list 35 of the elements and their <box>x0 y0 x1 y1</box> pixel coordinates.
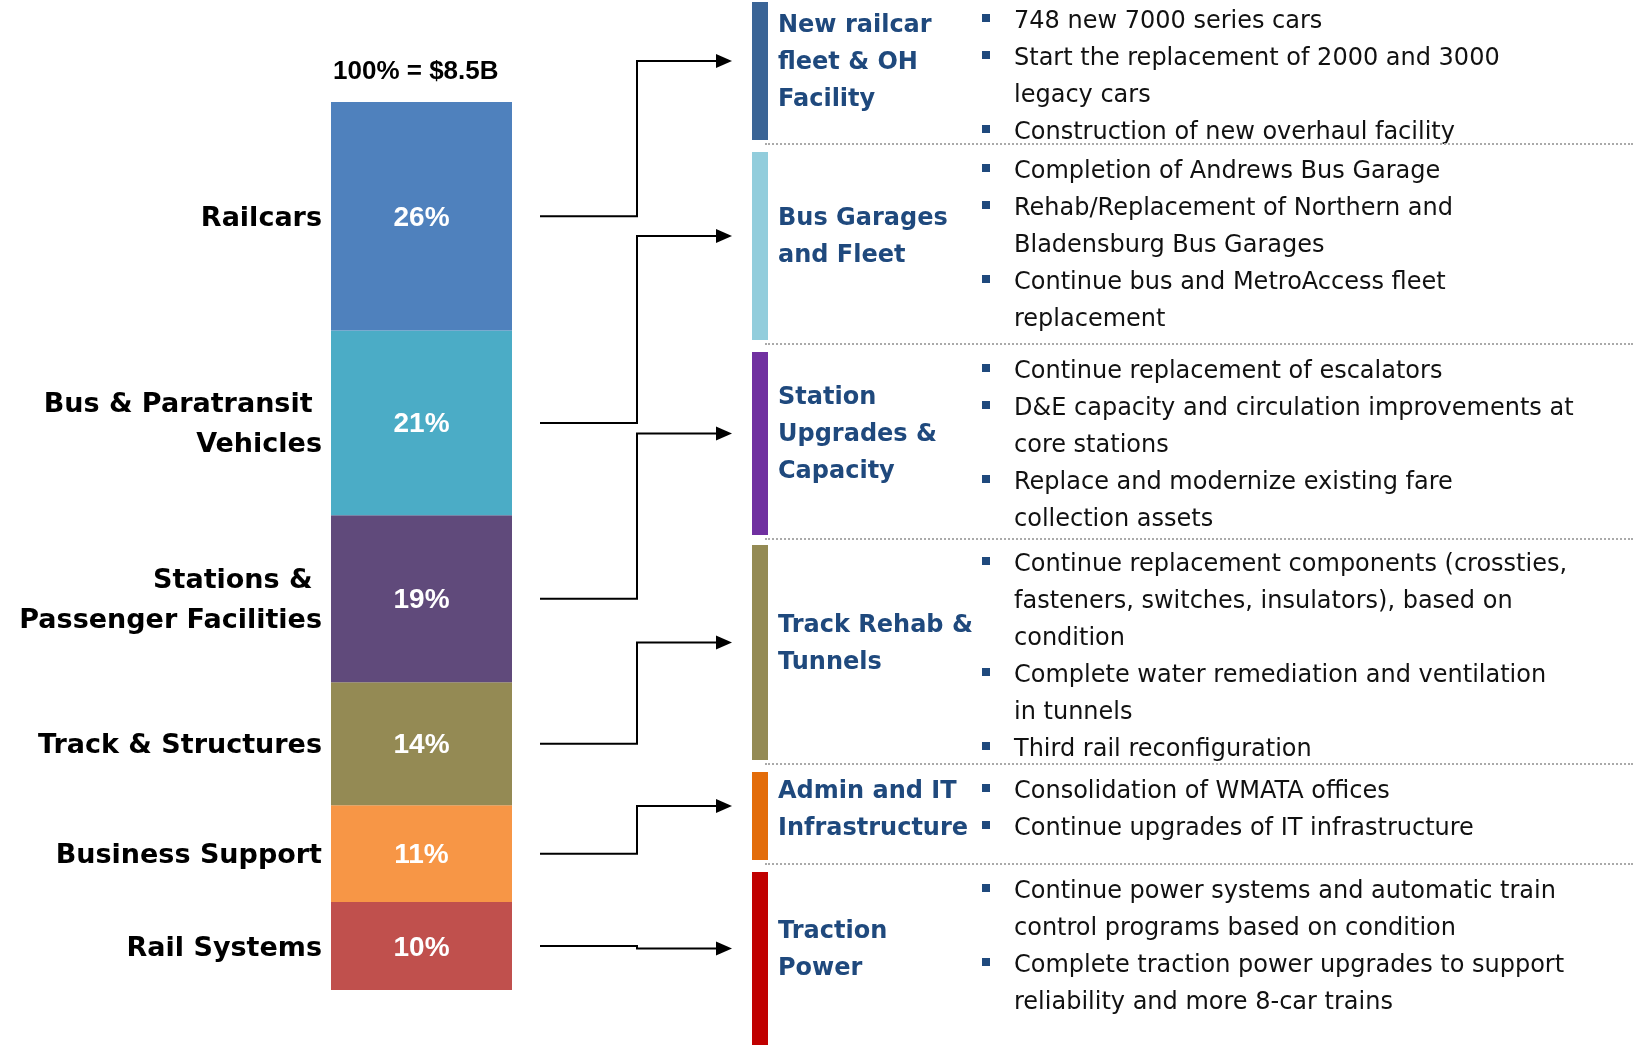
text: D&E capacity and circulation improvements at core stations <box>1014 389 1574 463</box>
chart-title: 100% = $8.5B <box>333 55 499 85</box>
text: Continue bus and MetroAccess fleet replacement <box>1014 263 1574 337</box>
text: Complete traction power upgrades to support reliability and more 8-car trains <box>1014 946 1574 1020</box>
data-label: 26% <box>393 200 450 232</box>
data-label: 11% <box>394 838 449 870</box>
text: Continue replacement components (crossties, fasteners, switches, insulators), based on condition <box>1014 545 1574 656</box>
text: Start the replacement of 2000 and 3000 legacy cars <box>1014 39 1574 113</box>
text: Complete water remediation and ventilation in tunnels <box>1014 656 1574 730</box>
series-label: Bus & Paratransit Vehicles <box>43 387 322 459</box>
text: Construction of new overhaul facility <box>1014 113 1574 150</box>
series-label: Stations & Passenger Facilities <box>19 563 322 635</box>
text: Replace and modernize existing fare collection assets <box>1014 463 1574 537</box>
text: Continue upgrades of IT infrastructure <box>1014 809 1574 846</box>
text: Continue replacement of escalators <box>1014 352 1574 389</box>
text: Completion of Andrews Bus Garage <box>1014 152 1574 189</box>
text: Traction Power <box>778 914 889 983</box>
text: Consolidation of WMATA offices <box>1014 772 1574 809</box>
text: New railcar fleet & OH Facility <box>778 8 933 114</box>
text: Third rail reconfiguration <box>1014 730 1574 767</box>
text: Bus Garages and Fleet <box>778 202 949 270</box>
data-label: 19% <box>393 583 450 615</box>
text: Admin and IT Infrastructure <box>778 775 970 843</box>
data-label: 10% <box>393 930 450 962</box>
text: Rehab/Replacement of Northern and Bladensburg Bus Garages <box>1014 189 1574 263</box>
text: 748 new 7000 series cars <box>1014 2 1574 39</box>
series-label: Track & Structures <box>37 728 322 760</box>
data-label: 14% <box>393 728 450 760</box>
data-label: 21% <box>393 407 450 439</box>
series-label: Business Support <box>55 838 323 870</box>
text: Continue power systems and automatic train control programs based on condition <box>1014 872 1574 946</box>
text: Station Upgrades & Capacity <box>778 381 938 486</box>
text: Track Rehab & Tunnels <box>778 608 973 677</box>
series-label: Railcars <box>200 200 322 232</box>
series-label: Rail Systems <box>126 930 322 962</box>
